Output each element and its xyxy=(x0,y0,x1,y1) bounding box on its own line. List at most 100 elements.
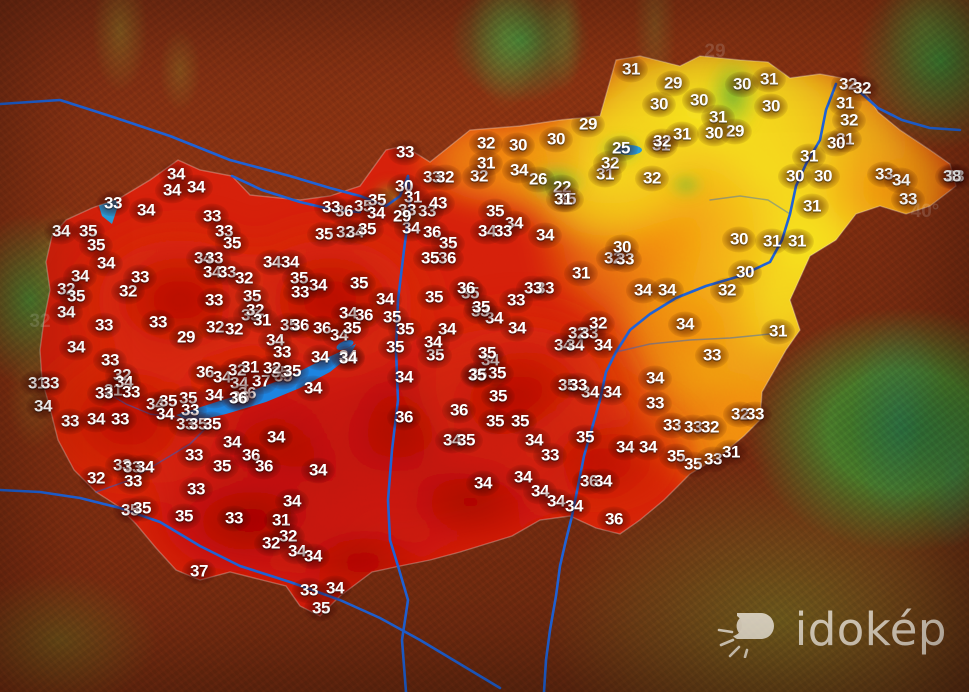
temperature-label: 35 xyxy=(385,337,405,357)
temperature-label: 32 xyxy=(261,533,281,553)
temperature-label: 34 xyxy=(593,335,613,355)
temperature-label: 29 xyxy=(578,114,598,134)
temperature-label: 33 xyxy=(60,411,80,431)
temperature-label: 34 xyxy=(675,314,695,334)
temperature-label: 33 xyxy=(94,315,114,335)
grid-label: 29 xyxy=(704,41,726,62)
temperature-label: 35 xyxy=(510,411,530,431)
temperature-label: 33 xyxy=(40,373,60,393)
temperature-label: 31 xyxy=(621,59,641,79)
idokep-watermark: idokép xyxy=(717,600,947,658)
temperature-label: 30 xyxy=(689,90,709,110)
temperature-label: 25 xyxy=(611,138,631,158)
temperature-label: 32 xyxy=(435,167,455,187)
temperature-label: 30 xyxy=(761,96,781,116)
temperature-label: 33 xyxy=(204,290,224,310)
temperature-label: 34 xyxy=(602,382,622,402)
temperature-label: 32 xyxy=(700,417,720,437)
temperature-label: 34 xyxy=(86,409,106,429)
temperature-label: 30 xyxy=(704,123,724,143)
temperature-label: 35 xyxy=(488,386,508,406)
temperature-label: 29 xyxy=(392,206,412,226)
temperature-label: 34 xyxy=(638,437,658,457)
temperature-label: 31 xyxy=(476,153,496,173)
temperature-label: 33 xyxy=(186,479,206,499)
temperature-label: 35 xyxy=(342,318,362,338)
temperature-label: 29 xyxy=(176,327,196,347)
temperature-label: 34 xyxy=(394,367,414,387)
temperature-label: 34 xyxy=(423,332,443,352)
temperature-label: 31 xyxy=(787,231,807,251)
temperature-label: 35 xyxy=(86,235,106,255)
temperature-label: 33 xyxy=(540,445,560,465)
temperature-label: 31 xyxy=(762,231,782,251)
temperature-label: 31 xyxy=(799,146,819,166)
temperature-label: 34 xyxy=(535,225,555,245)
temperature-label: 31 xyxy=(768,321,788,341)
temperature-label: 34 xyxy=(162,180,182,200)
temperature-label: 35 xyxy=(420,248,440,268)
temperature-label: 33 xyxy=(121,382,141,402)
temperature-label: 33 xyxy=(103,193,123,213)
temperature-label: 34 xyxy=(645,368,665,388)
temperature-label: 32 xyxy=(86,468,106,488)
temperature-label: 33 xyxy=(898,189,918,209)
temperature-label: 32 xyxy=(839,110,859,130)
temperature-label: 33 xyxy=(395,142,415,162)
temperature-label: 34 xyxy=(303,546,323,566)
temperature-label: 34 xyxy=(593,471,613,491)
temperature-label: 35 xyxy=(357,219,377,239)
temperature-label: 34 xyxy=(564,496,584,516)
temperature-label: 31 xyxy=(553,189,573,209)
temperature-label: 35 xyxy=(311,598,331,618)
temperature-label: 33 xyxy=(493,221,513,241)
temperature-label: 34 xyxy=(657,280,677,300)
temperature-label: 35 xyxy=(467,365,487,385)
temperature-label: 36 xyxy=(228,388,248,408)
temperature-label: 33 xyxy=(290,282,310,302)
temperature-label: 34 xyxy=(507,318,527,338)
temperature-label: 35 xyxy=(485,411,505,431)
temperature-label: 30 xyxy=(735,262,755,282)
temperature-label: 34 xyxy=(615,437,635,457)
temperature-label: 32 xyxy=(588,313,608,333)
temperature-label: 35 xyxy=(222,233,242,253)
temperature-label: 35 xyxy=(471,297,491,317)
temperature-label: 30 xyxy=(649,94,669,114)
temperature-label: 34 xyxy=(310,347,330,367)
temperature-label: 30 xyxy=(612,237,632,257)
temperature-label: 29 xyxy=(663,73,683,93)
temperature-label: 33 xyxy=(123,471,143,491)
temperature-label: 33 xyxy=(224,508,244,528)
temperature-label: 35 xyxy=(456,430,476,450)
temperature-label: 31 xyxy=(759,69,779,89)
temperature-label: 32 xyxy=(642,168,662,188)
temperature-label: 33 xyxy=(299,580,319,600)
temperature-label: 33 xyxy=(110,409,130,429)
temperature-label: 35 xyxy=(66,286,86,306)
temperature-label: 31 xyxy=(571,263,591,283)
temperature-label: 30 xyxy=(508,135,528,155)
temperature-label: 32 xyxy=(717,280,737,300)
temperature-label: 34 xyxy=(325,578,345,598)
temperature-label: 35 xyxy=(132,498,152,518)
temperature-label: 34 xyxy=(155,404,175,424)
temperature-label: 35 xyxy=(202,414,222,434)
temperature-label: 33 xyxy=(130,267,150,287)
temperature-label: 33 xyxy=(321,197,341,217)
temperature-label: 33 xyxy=(148,312,168,332)
temperature-label: 34 xyxy=(66,337,86,357)
temperature-label: 35 xyxy=(349,273,369,293)
temperature-label: 34 xyxy=(509,160,529,180)
temperature-label: 35 xyxy=(424,287,444,307)
temperature-label: 34 xyxy=(136,200,156,220)
temperature-label: 33 xyxy=(702,345,722,365)
temperature-label: 33 xyxy=(94,383,114,403)
temperature-label: 34 xyxy=(303,378,323,398)
temperature-label: 34 xyxy=(473,473,493,493)
temperature-label: 38 xyxy=(942,166,962,186)
temperature-label: 33 xyxy=(745,404,765,424)
temperature-label: 31 xyxy=(672,124,692,144)
sun-behind-cloud-icon xyxy=(717,612,774,658)
